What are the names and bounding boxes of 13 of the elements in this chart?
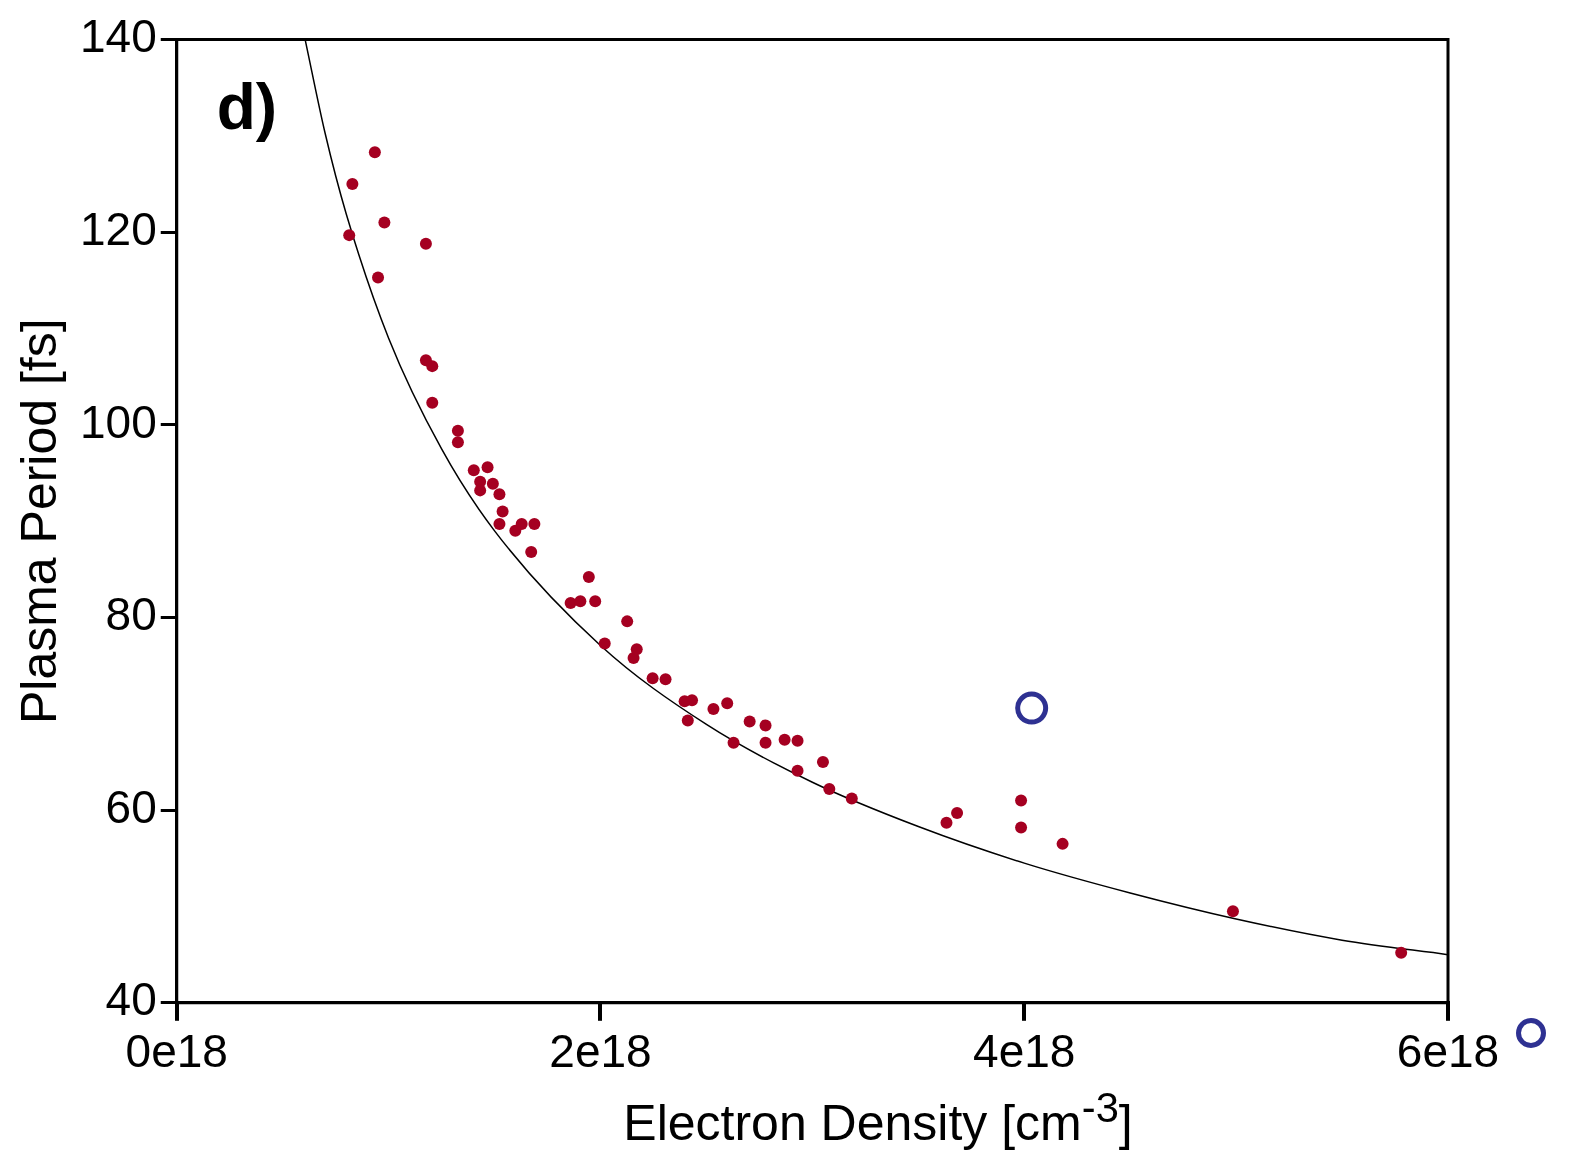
y-tick-label: 100: [80, 395, 157, 448]
annotation: d): [216, 71, 278, 144]
y-tick-label: 40: [105, 973, 157, 1026]
y-axis-title: Plasma Period [fs]: [10, 318, 67, 725]
y-tick-label: 120: [80, 202, 157, 255]
x-tick-label: 0e18: [125, 1025, 228, 1078]
x-tick-label: 4e18: [973, 1025, 1076, 1078]
y-tick-label: 140: [80, 10, 157, 63]
x-tick-label: 2e18: [549, 1025, 652, 1078]
y-tick-label: 60: [105, 780, 157, 833]
x-tick-label: 6e18: [1396, 1025, 1500, 1078]
y-tick-label: 80: [105, 588, 157, 641]
x-axis-title: Electron Density [cm$^{-3}$]: [622, 1084, 1134, 1152]
